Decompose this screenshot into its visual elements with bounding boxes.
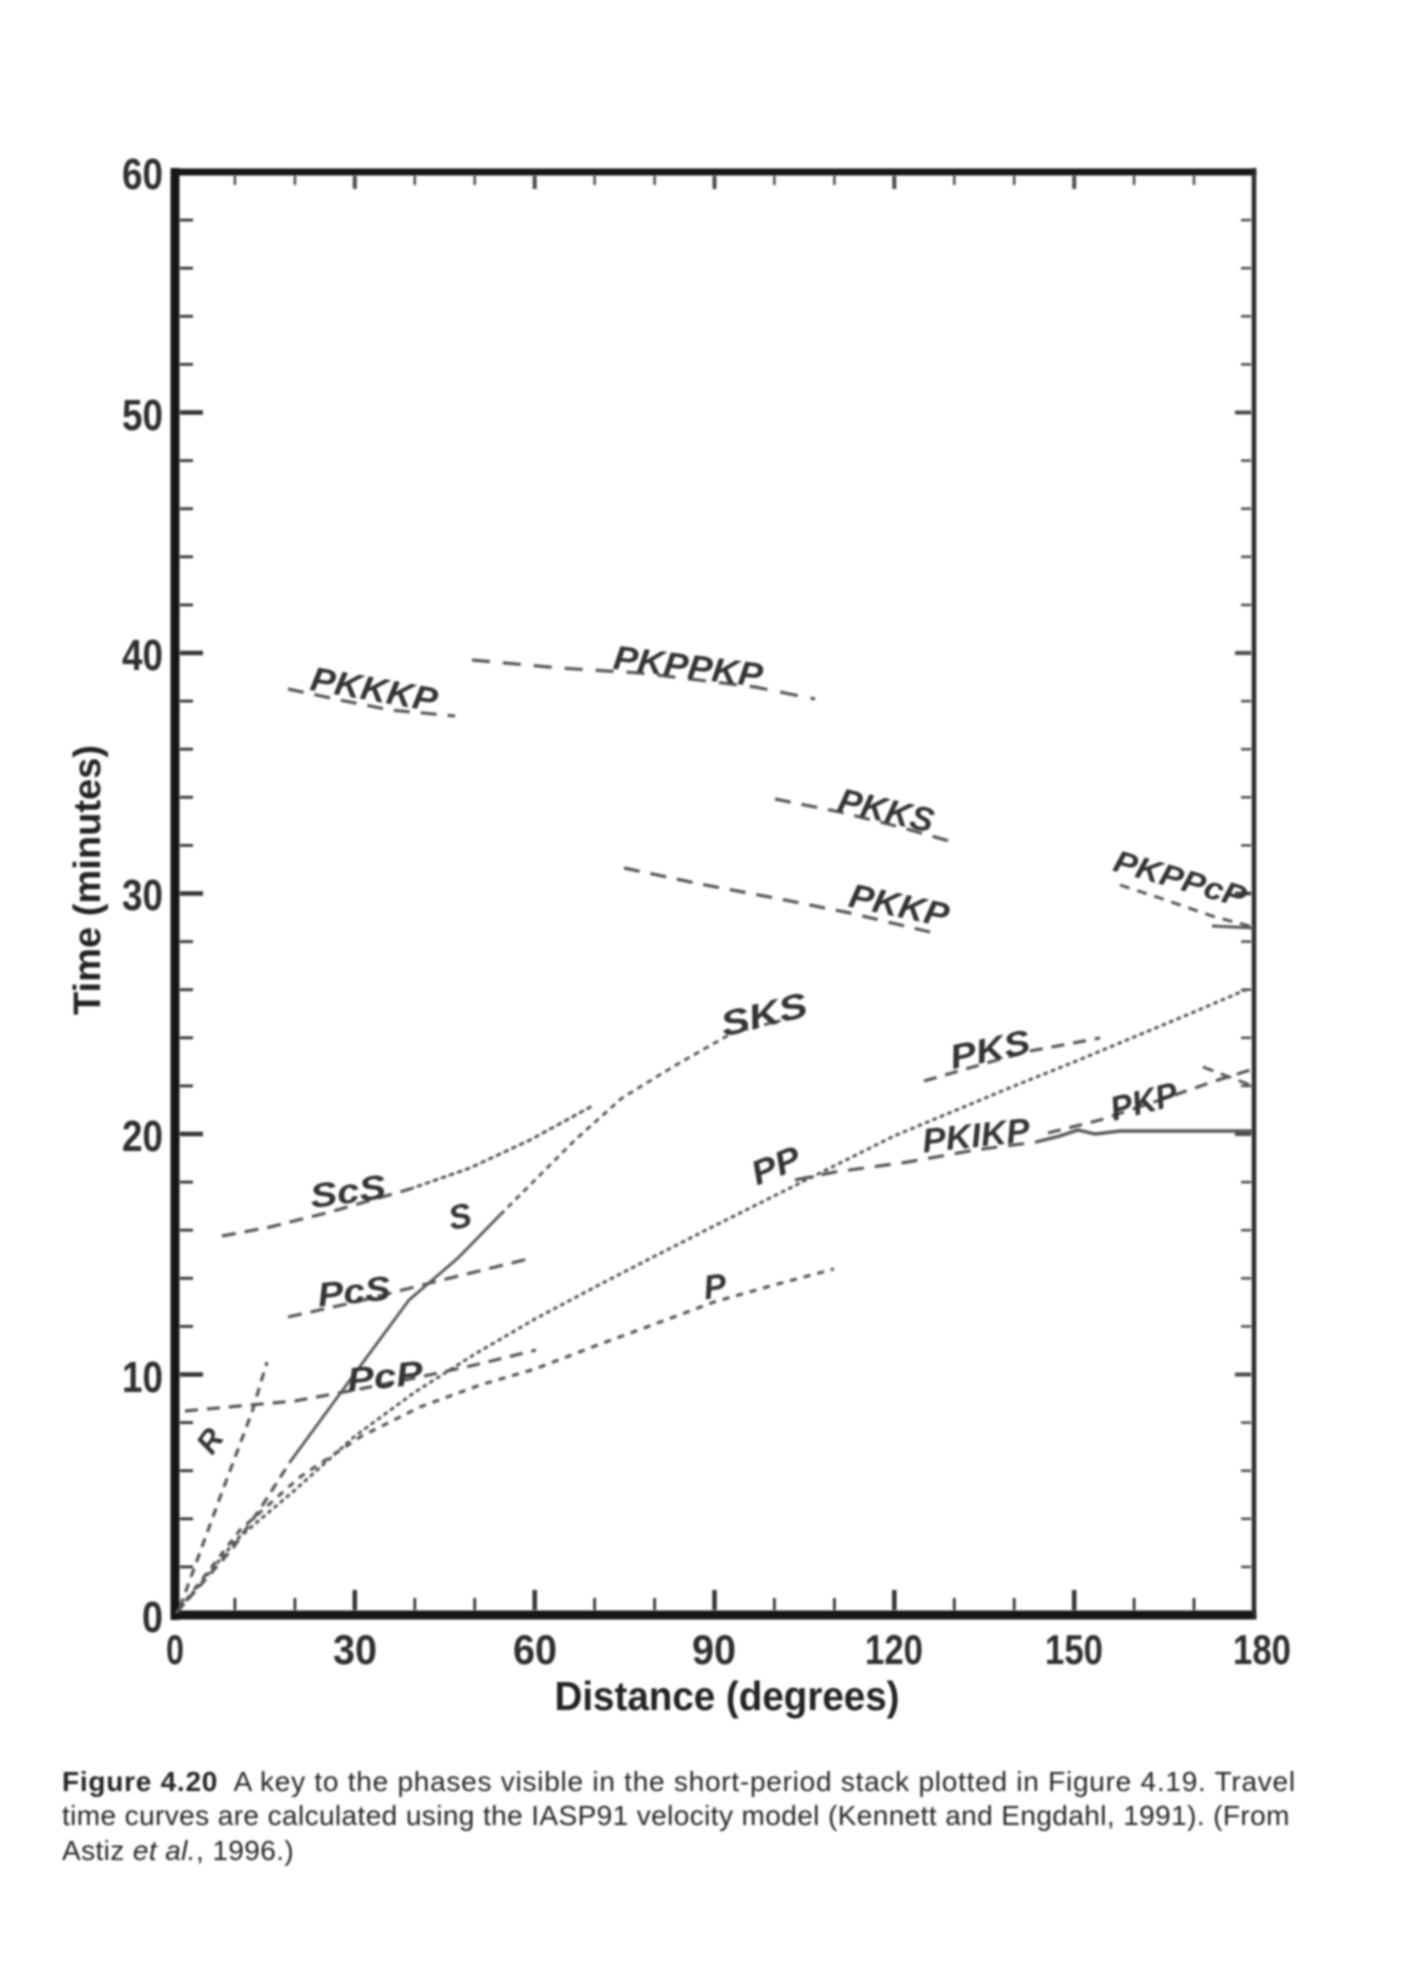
svg-text:PKP: PKP [1106, 1075, 1181, 1128]
svg-text:Time (minutes): Time (minutes) [67, 745, 109, 1015]
svg-text:R: R [189, 1421, 231, 1460]
svg-text:180: 180 [1233, 1626, 1291, 1673]
svg-text:0: 0 [166, 1626, 184, 1673]
svg-text:0: 0 [142, 1593, 163, 1642]
svg-text:PKKKP: PKKKP [308, 660, 441, 720]
svg-text:S: S [445, 1196, 475, 1238]
svg-text:Astiz et al., 1996.): Astiz et al., 1996.) [62, 1835, 294, 1866]
svg-text:10: 10 [122, 1353, 163, 1402]
svg-text:150: 150 [1045, 1626, 1103, 1673]
svg-text:PKPPKP: PKPPKP [611, 639, 765, 695]
svg-text:ScS: ScS [308, 1168, 389, 1216]
svg-text:90: 90 [692, 1626, 736, 1673]
svg-text:Distance (degrees): Distance (degrees) [555, 1673, 900, 1719]
svg-text:50: 50 [122, 391, 163, 440]
svg-text:PKKP: PKKP [846, 877, 953, 935]
svg-text:30: 30 [333, 1626, 377, 1673]
svg-text:120: 120 [865, 1626, 923, 1673]
svg-text:PcS: PcS [316, 1269, 393, 1314]
svg-text:30: 30 [122, 871, 163, 920]
svg-text:60: 60 [122, 150, 163, 199]
svg-text:time curves are calculated usi: time curves are calculated using the IAS… [62, 1800, 1290, 1831]
svg-text:Figure 4.20 A key to the phas: Figure 4.20 A key to the phases visible … [62, 1766, 1296, 1797]
svg-text:60: 60 [513, 1626, 557, 1673]
svg-text:20: 20 [122, 1112, 163, 1161]
svg-text:PKKS: PKKS [834, 782, 937, 841]
svg-text:PKS: PKS [946, 1023, 1033, 1077]
svg-text:40: 40 [122, 631, 163, 680]
svg-text:P: P [701, 1267, 729, 1308]
svg-text:PcP: PcP [345, 1354, 425, 1400]
svg-text:SKS: SKS [717, 985, 812, 1044]
